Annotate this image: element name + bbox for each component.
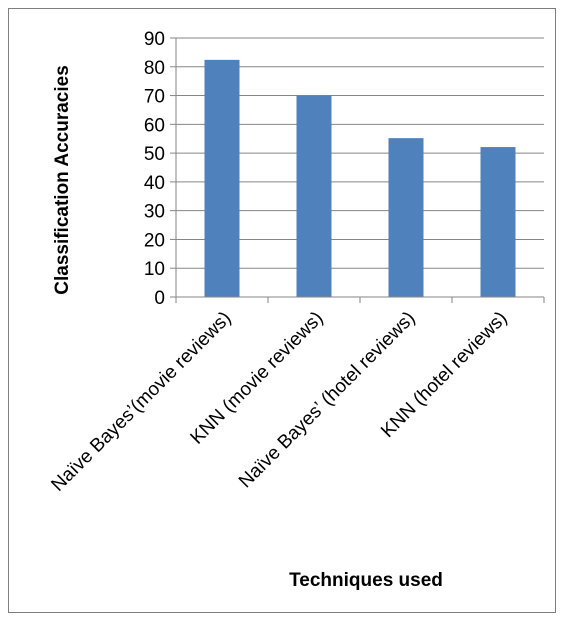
y-axis-title: Classification Accuracies (52, 65, 73, 295)
x-tick-labels: Naïve Bayes’(movie reviews)KNN (movie re… (47, 308, 511, 496)
y-tick-label: 60 (144, 115, 165, 136)
axes (170, 37, 545, 303)
y-tick-labels: 0 10 20 30 40 50 60 70 80 90 (144, 29, 165, 309)
y-tick-label: 40 (144, 173, 165, 194)
y-tick-label: 30 (144, 202, 165, 223)
x-tick-label: Naïve Bayes’ (hotel reviews) (235, 308, 420, 493)
x-axis-title: Techniques used (289, 570, 443, 591)
bar (204, 59, 240, 298)
y-tick-label: 0 (154, 288, 165, 309)
y-tick-label: 90 (144, 29, 165, 50)
chart-frame (8, 8, 556, 613)
bar (296, 95, 332, 297)
bar (480, 147, 516, 297)
bars (204, 59, 516, 298)
y-tick-label: 70 (144, 87, 165, 108)
x-tick-label: Naïve Bayes’(movie reviews) (47, 308, 235, 496)
bar (388, 138, 424, 297)
y-tick-label: 50 (144, 144, 165, 165)
y-tick-label: 10 (144, 259, 165, 280)
y-tick-label: 20 (144, 230, 165, 251)
y-tick-label: 80 (144, 58, 165, 79)
